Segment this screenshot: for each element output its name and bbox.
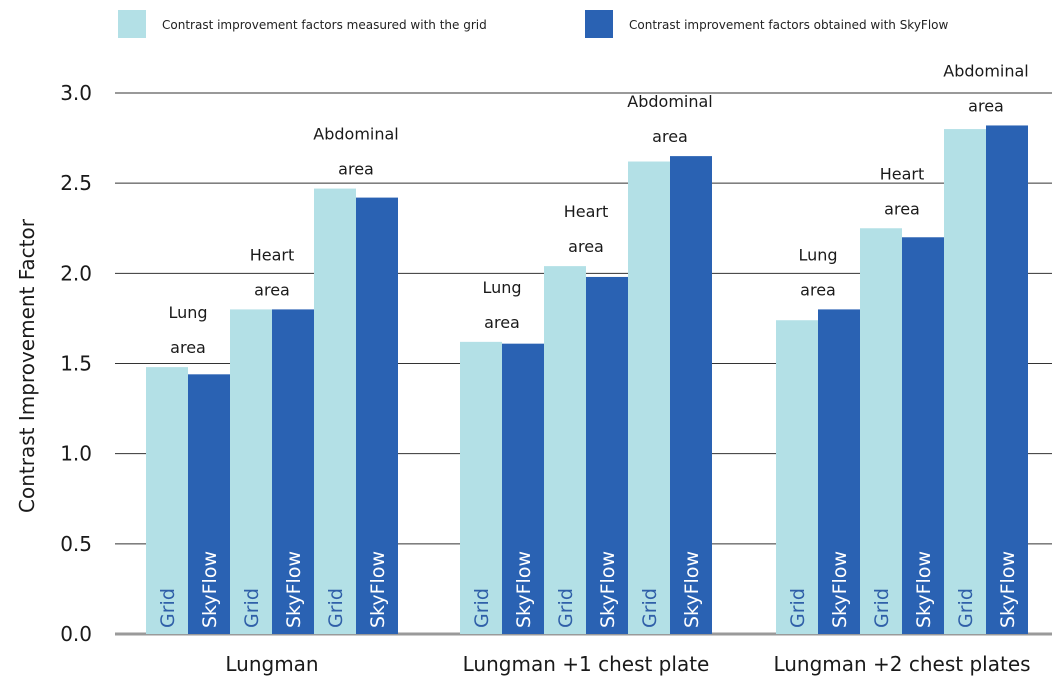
area-label-line2: area (884, 199, 920, 218)
bar-label: Grid (555, 588, 577, 628)
bar-label: Grid (157, 588, 179, 628)
bar-1-2-0 (628, 161, 670, 634)
legend-label-1: Contrast improvement factors obtained wi… (629, 18, 949, 32)
area-label-line1: Heart (564, 202, 609, 221)
area-label-line1: Lung (798, 245, 837, 264)
category-label: Lungman (225, 652, 318, 676)
bar-label: Grid (241, 588, 263, 628)
bar-label: SkyFlow (681, 551, 703, 628)
bars: Grid SkyFlow Grid SkyFlow Grid SkyFlow Grid Sky… (146, 125, 1028, 635)
area-label-line1: Heart (250, 245, 295, 264)
area-labels: Lung area Heart area Abdominal area Lung area He… (168, 61, 1028, 357)
area-label-line1: Abdominal (943, 61, 1028, 80)
bar-label: SkyFlow (597, 551, 619, 628)
area-label-line1: Abdominal (627, 92, 712, 111)
area-label-line2: area (254, 280, 290, 299)
legend: Contrast improvement factors measured wi… (118, 10, 949, 38)
bar-2-1-0 (860, 228, 902, 634)
bar-2-2-0 (944, 129, 986, 635)
legend-swatch-1 (585, 10, 613, 38)
y-tick-label: 1.0 (60, 442, 92, 466)
bar-label: Grid (955, 588, 977, 628)
y-tick-label: 0.5 (60, 532, 92, 556)
bar-1-0-1 (502, 343, 544, 634)
bar-1-2-1 (670, 156, 712, 634)
bar-2-0-0 (776, 320, 818, 634)
bar-label: Grid (639, 588, 661, 628)
bar-0-0-0 (146, 367, 188, 634)
area-label-line1: Abdominal (313, 125, 398, 144)
area-label-line2: area (968, 96, 1004, 115)
bar-1-1-0 (544, 266, 586, 634)
y-tick-label: 3.0 (60, 81, 92, 105)
bar-0-2-0 (314, 188, 356, 634)
bar-label: SkyFlow (513, 551, 535, 628)
bar-1-1-1 (586, 276, 628, 634)
bar-label: SkyFlow (913, 551, 935, 628)
y-tick-labels: 0.0 0.5 1.0 1.5 2.0 2.5 3.0 (60, 81, 92, 646)
area-label-line1: Lung (482, 278, 521, 297)
bar-label: Grid (871, 588, 893, 628)
bar-0-1-0 (230, 309, 272, 634)
area-label-line2: area (568, 237, 604, 256)
legend-swatch-0 (118, 10, 146, 38)
y-tick-label: 2.0 (60, 261, 92, 285)
area-label-line2: area (652, 127, 688, 146)
bar-0-2-1 (356, 197, 398, 635)
y-tick-label: 2.5 (60, 171, 92, 195)
area-label-line1: Lung (168, 303, 207, 322)
bar-label: SkyFlow (199, 551, 221, 628)
category-label: Lungman +1 chest plate (463, 652, 710, 676)
bar-label: Grid (325, 588, 347, 628)
bar-2-0-1 (818, 309, 860, 634)
area-label-line2: area (338, 160, 374, 179)
y-tick-label: 0.0 (60, 622, 92, 646)
y-tick-label: 1.5 (60, 352, 92, 376)
bar-label: SkyFlow (367, 551, 389, 628)
bar-2-2-1 (986, 125, 1028, 635)
area-label-line2: area (170, 338, 206, 357)
category-label: Lungman +2 chest plates (773, 652, 1030, 676)
bar-0-1-1 (272, 309, 314, 634)
y-axis-label: Contrast Improvement Factor (15, 218, 39, 513)
bar-label: Grid (471, 588, 493, 628)
bar-1-0-0 (460, 341, 502, 634)
bar-label: SkyFlow (829, 551, 851, 628)
area-label-line2: area (484, 313, 520, 332)
legend-label-0: Contrast improvement factors measured wi… (162, 18, 487, 32)
bar-label: SkyFlow (283, 551, 305, 628)
bar-label: SkyFlow (997, 551, 1019, 628)
bar-0-0-1 (188, 374, 230, 634)
area-label-line2: area (800, 280, 836, 299)
category-labels: Lungman Lungman +1 chest plate Lungman +2 … (225, 652, 1030, 676)
bar-2-1-1 (902, 237, 944, 634)
area-label-line1: Heart (880, 164, 925, 183)
bar-label: Grid (787, 588, 809, 628)
